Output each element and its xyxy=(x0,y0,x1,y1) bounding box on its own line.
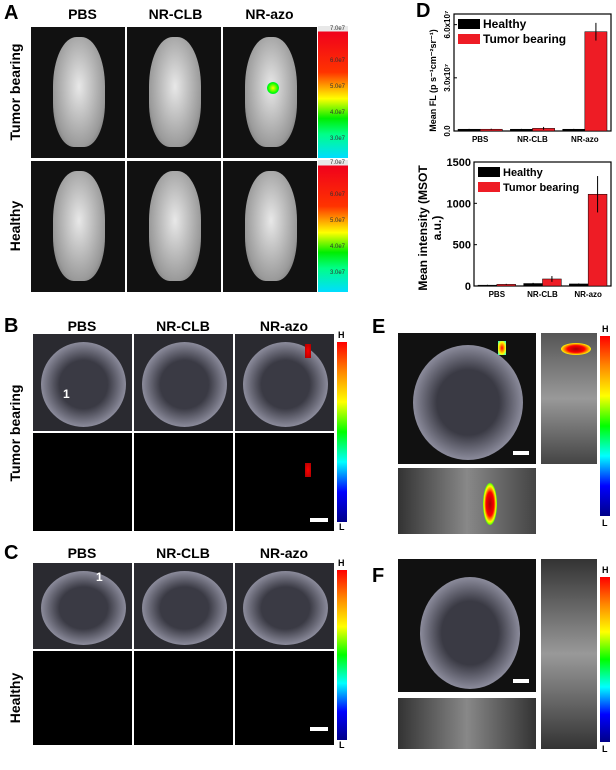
panel-a-col-nrazo: NR-azo xyxy=(245,6,294,22)
panel-c-image-signal-3 xyxy=(234,650,335,746)
legend-swatch xyxy=(478,167,500,177)
panel-a-label: A xyxy=(4,2,19,24)
panel-c-row-healthy: Healthy xyxy=(7,672,23,724)
panel-b-colorbar xyxy=(337,342,347,522)
msot-bar-chart: 0 500 1000 1500 PBS NR-CLB NR-azo Healthy Tumor … xyxy=(447,157,612,299)
panel-c-col-nrclb: NR-CLB xyxy=(156,545,210,561)
y-tick-label: 1500 xyxy=(447,157,471,169)
panel-e-colorbar-high: H xyxy=(602,324,609,334)
panel-c-label: C xyxy=(4,542,19,564)
panel-c-image-signal-2 xyxy=(133,650,234,746)
panel-e-label: E xyxy=(372,316,386,338)
panel-b-image-anatomy-3 xyxy=(234,333,335,432)
panel-b-image-anatomy-1 xyxy=(32,333,133,432)
panel-c-colorbar-high: H xyxy=(338,558,345,568)
panel-d-label: D xyxy=(416,0,431,22)
legend-label: Healthy xyxy=(483,17,527,31)
panel-e-bottom-image xyxy=(397,467,537,535)
panel-e-main-image xyxy=(397,332,537,465)
legend-swatch xyxy=(458,34,480,44)
panel-a-mouse-image-tumor-1 xyxy=(30,26,126,159)
y-tick-label: 6.0x10⁷ xyxy=(443,11,452,39)
panel-b-col-nrclb: NR-CLB xyxy=(156,318,210,334)
panel-a-mouse-image-healthy-2 xyxy=(126,160,222,293)
panel-b-image-signal-3 xyxy=(234,432,335,532)
x-tick-label: PBS xyxy=(472,135,489,144)
panel-a-mouse-image-healthy-3 xyxy=(222,160,318,293)
y-tick-label: 3.0x10⁷ xyxy=(443,64,452,92)
y-axis-label: Mean intensity (MSOT a.u.) xyxy=(416,165,444,291)
colorbar-tick: 5.0e7 xyxy=(330,84,346,90)
panel-b-col-pbs: PBS xyxy=(67,318,97,334)
colorbar-tick: 7.0e7 xyxy=(330,26,346,32)
panel-c-colorbar xyxy=(337,570,347,740)
panel-c-col-pbs: PBS xyxy=(67,545,97,561)
panel-a-col-nrclb: NR-CLB xyxy=(148,6,203,22)
panel-b-scale-bar xyxy=(310,518,328,522)
panel-a-mouse-image-tumor-3 xyxy=(222,26,318,159)
panel-c-scale-bar xyxy=(310,727,328,731)
panel-a-row-tumor: Tumor bearing xyxy=(7,43,23,141)
panel-a-mouse-image-healthy-1 xyxy=(30,160,126,293)
panel-b-colorbar-high: H xyxy=(338,330,345,340)
y-axis-label: Mean FL (p s⁻¹cm⁻²sr⁻¹) xyxy=(428,29,438,132)
panel-b-image-signal-1 xyxy=(32,432,133,532)
fl-bar-chart: Mean FL (p s⁻¹cm⁻²sr⁻¹) 0.0 3.0x10⁷ 6.0x10⁷… xyxy=(428,11,612,144)
panel-c-image-anatomy-3 xyxy=(234,562,335,650)
panel-c-col-nrazo: NR-azo xyxy=(259,545,309,561)
legend-label: Healthy xyxy=(503,167,544,179)
panel-b-label: B xyxy=(4,315,19,337)
panel-e-colorbar xyxy=(600,336,610,516)
panel-f-label: F xyxy=(372,565,385,587)
colorbar-tick: 5.0e7 xyxy=(330,218,346,224)
colorbar-tick: 3.0e7 xyxy=(330,136,346,142)
panel-c-image-anatomy-2 xyxy=(133,562,234,650)
panel-f-colorbar-high: H xyxy=(602,565,609,575)
y-tick-label: 500 xyxy=(453,240,471,252)
panel-e-side-image xyxy=(540,332,598,465)
colorbar-tick: 6.0e7 xyxy=(330,192,346,198)
legend-swatch xyxy=(478,182,500,192)
panel-f-side-image xyxy=(540,558,598,750)
y-tick-label: 0.0 xyxy=(443,125,452,137)
legend-label: Tumor bearing xyxy=(483,32,566,46)
panel-b-colorbar-low: L xyxy=(339,522,345,532)
panel-b-image-signal-2 xyxy=(133,432,234,532)
panel-a-col-pbs: PBS xyxy=(68,6,97,22)
panel-a-row-healthy: Healthy xyxy=(7,200,23,252)
y-tick-label: 1000 xyxy=(447,198,471,210)
panel-b-col-nrazo: NR-azo xyxy=(259,318,309,334)
panel-e-colorbar-low: L xyxy=(602,518,608,528)
panel-a-mouse-image-tumor-2 xyxy=(126,26,222,159)
panel-b-marker: 1 xyxy=(63,387,70,401)
colorbar-tick: 6.0e7 xyxy=(330,58,346,64)
colorbar-tick: 4.0e7 xyxy=(330,244,346,250)
x-tick-label: NR-azo xyxy=(574,290,602,299)
panel-f-main-image xyxy=(397,558,537,693)
legend-swatch xyxy=(458,19,480,29)
bar-tumor-bearing xyxy=(584,31,608,132)
y-tick-label: 0 xyxy=(465,281,471,293)
panel-c-colorbar-low: L xyxy=(339,740,345,750)
colorbar-tick: 4.0e7 xyxy=(330,110,346,116)
panel-a-colorbar-bottom xyxy=(318,160,348,292)
x-tick-label: NR-CLB xyxy=(527,290,558,299)
legend-label: Tumor bearing xyxy=(503,182,579,194)
panel-f-colorbar-low: L xyxy=(602,744,608,754)
panel-b-image-anatomy-2 xyxy=(133,333,234,432)
x-tick-label: NR-CLB xyxy=(517,135,548,144)
panel-f-colorbar xyxy=(600,577,610,742)
x-tick-label: PBS xyxy=(489,290,506,299)
panel-a-colorbar-top xyxy=(318,26,348,158)
panel-c-image-signal-1 xyxy=(32,650,133,746)
panel-b-row-tumor: Tumor bearing xyxy=(7,384,23,482)
colorbar-tick: 3.0e7 xyxy=(330,270,346,276)
colorbar-tick: 7.0e7 xyxy=(330,160,346,166)
panel-c-marker: 1 xyxy=(96,570,103,584)
x-tick-label: NR-azo xyxy=(571,135,599,144)
panel-c-image-anatomy-1 xyxy=(32,562,133,650)
panel-f-bottom-image xyxy=(397,697,537,750)
